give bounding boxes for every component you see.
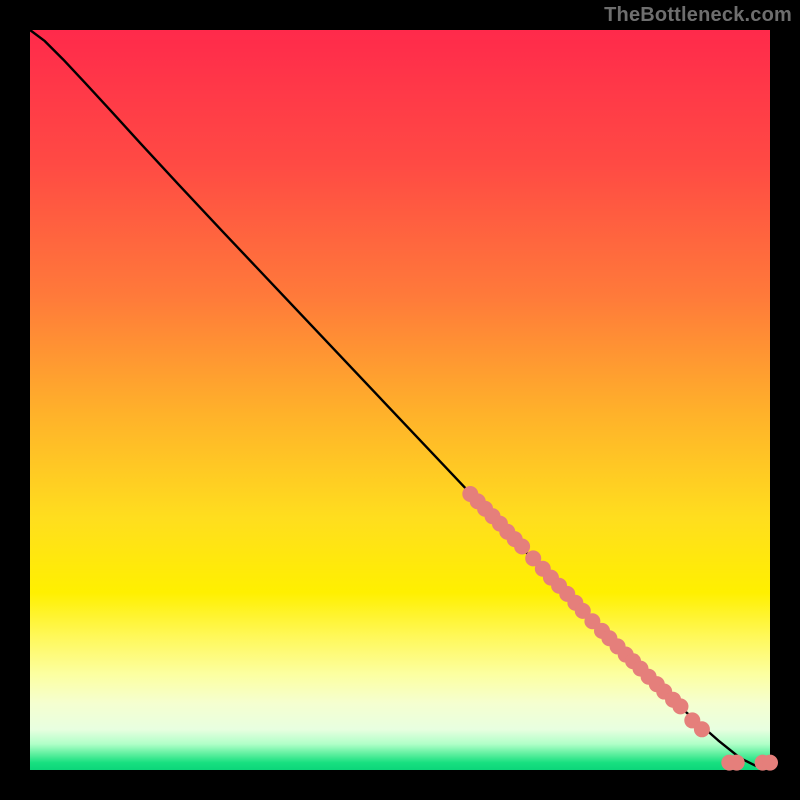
chart-svg <box>0 0 800 800</box>
scatter-marker <box>729 755 745 771</box>
chart-container: TheBottleneck.com <box>0 0 800 800</box>
scatter-marker <box>514 539 530 555</box>
scatter-marker <box>762 755 778 771</box>
scatter-marker <box>694 721 710 737</box>
scatter-marker <box>672 698 688 714</box>
watermark-text: TheBottleneck.com <box>604 4 792 27</box>
plot-area-gradient <box>30 30 770 770</box>
